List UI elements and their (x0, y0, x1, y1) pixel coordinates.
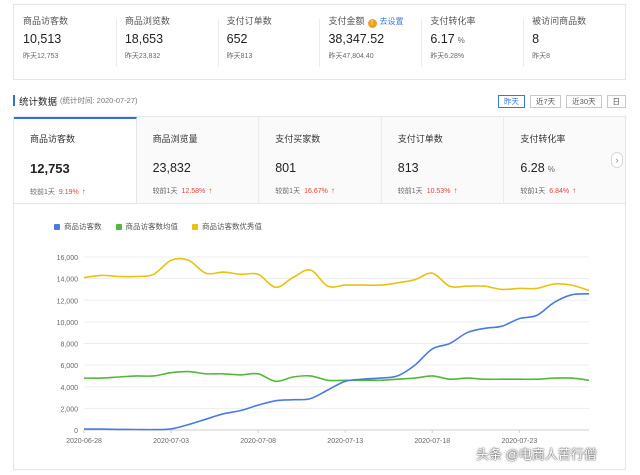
kpi-compare: 较前1天 9.19% ↑ (30, 187, 86, 196)
legend-swatch (192, 223, 198, 230)
kpi-value: 813 (397, 161, 419, 175)
metric-label: 商品访客数 (23, 16, 69, 26)
arrow-up-icon: ↑ (330, 186, 335, 195)
metric-unit: % (457, 36, 465, 45)
kpi-compare: 较前1天 16.67% ↑ (275, 186, 335, 195)
statistics-header: 统计数据 (统计时间: 2020-07-27) 昨天 近7天 近30天 日 (13, 93, 626, 111)
x-tick-label: 2020-07-03 (153, 438, 189, 445)
section-title: 统计数据 (19, 97, 58, 108)
metric-label: 商品浏览数 (124, 16, 170, 26)
series-line-visitors-excellent (83, 257, 590, 292)
metric-visited-products: 被访问商品数 8 昨天8 (523, 5, 625, 79)
metric-value: 10,513 (23, 32, 62, 46)
metric-yesterday: 昨天23,832 (124, 53, 161, 60)
kpi-label: 支付转化率 (520, 134, 566, 144)
metric-yesterday: 昨天8 (532, 53, 551, 60)
arrow-up-icon: ↑ (453, 186, 458, 195)
metric-paid-orders: 支付订单数 652 昨天813 (217, 5, 320, 79)
metric-value: 18,653 (124, 32, 164, 46)
kpi-label: 商品浏览量 (152, 134, 198, 144)
metric-yesterday: 昨天813 (226, 53, 253, 60)
y-tick-label: 2,000 (60, 406, 78, 413)
y-tick-label: 12,000 (57, 298, 79, 305)
chevron-right-icon[interactable]: › (610, 152, 623, 168)
kpi-compare: 较前1天 12.58% ↑ (152, 186, 213, 195)
x-tick-label: 2020-07-08 (240, 438, 276, 445)
range-button-day[interactable]: 日 (606, 95, 626, 108)
legend-item-visitors[interactable]: 商品访客数 (54, 221, 102, 232)
x-tick-label: 2020-06-28 (66, 438, 102, 445)
kpi-compare: 较前1天 6.84% ↑ (520, 186, 577, 195)
arrow-up-icon: ↑ (572, 186, 577, 195)
range-button-7-days[interactable]: 近7天 (529, 95, 562, 108)
y-tick-label: 6,000 (60, 363, 78, 370)
y-tick-label: 4,000 (60, 385, 78, 392)
date-range-selector: 昨天 近7天 近30天 日 (497, 95, 626, 108)
metric-value: 38,347.52 (328, 32, 385, 46)
section-accent-bar (13, 95, 15, 106)
trend-chart-panel: 商品访客数 商品访客数均值 商品访客数优秀值 0 2,000 4,000 6,000 8… (13, 204, 626, 470)
statistics-time: (统计时间: 2020-07-27) (60, 96, 138, 105)
y-tick-label: 10,000 (57, 320, 79, 327)
metric-label: 被访问商品数 (532, 16, 587, 26)
metric-label: 支付订单数 (226, 16, 272, 26)
info-icon[interactable]: ! (367, 19, 377, 28)
kpi-change-pct: 16.67% (304, 188, 328, 195)
legend-swatch (115, 223, 122, 230)
x-tick-label: 2020-07-13 (327, 438, 363, 445)
series-line-visitors (83, 292, 590, 431)
metric-product-views: 商品浏览数 18,653 昨天23,832 (115, 5, 218, 79)
kpi-value: 12,753 (30, 161, 70, 176)
y-tick-label: 14,000 (57, 277, 79, 284)
kpi-change-pct: 6.84% (549, 188, 570, 195)
kpi-value: 801 (275, 161, 297, 175)
y-tick-label: 0 (74, 428, 78, 435)
metric-paid-amount: 支付金额! 去设置 38,347.52 昨天47,804.40 (319, 5, 421, 79)
settings-link[interactable]: 去设置 (379, 17, 404, 26)
metric-value: 652 (226, 32, 248, 46)
metric-yesterday: 昨天6.28% (430, 53, 465, 60)
legend-item-visitors-average[interactable]: 商品访客数均值 (115, 221, 178, 232)
kpi-change-pct: 9.19% (58, 189, 79, 196)
kpi-change-pct: 12.58% (181, 188, 206, 195)
chart-legend: 商品访客数 商品访客数均值 商品访客数优秀值 (54, 221, 262, 232)
metric-label: 支付转化率 (430, 16, 476, 26)
x-tick-label: 2020-07-18 (414, 438, 450, 445)
metric-conversion-rate: 支付转化率 6.17% 昨天6.28% (421, 5, 523, 79)
range-button-yesterday[interactable]: 昨天 (497, 95, 525, 108)
metric-value: 6.17% (430, 32, 465, 46)
kpi-value: 6.28% (520, 161, 555, 175)
kpi-tabs: 商品访客数 12,753 较前1天 9.19% ↑ 商品浏览量 23,832 较前1… (13, 116, 626, 204)
kpi-compare: 较前1天 10.53% ↑ (397, 186, 458, 195)
metric-label: 支付金额! 去设置 (328, 16, 404, 28)
metric-value: 8 (532, 32, 540, 46)
arrow-up-icon: ↑ (81, 187, 86, 196)
line-chart: 0 2,000 4,000 6,000 8,000 10,000 12,000 14,000 1… (57, 255, 590, 445)
kpi-label: 支付买家数 (275, 134, 321, 144)
kpi-tab-paying-buyers[interactable]: 支付买家数 801 较前1天 16.67% ↑ (259, 117, 382, 203)
metric-yesterday: 昨天47,804.40 (328, 53, 374, 60)
arrow-up-icon: ↑ (208, 186, 213, 195)
legend-item-visitors-excellent[interactable]: 商品访客数优秀值 (192, 221, 262, 232)
overview-metrics-bar: 商品访客数 10,513 昨天12,753 商品浏览数 18,653 昨天23,… (13, 4, 626, 80)
y-tick-label: 8,000 (60, 342, 78, 349)
kpi-label: 商品访客数 (30, 134, 76, 144)
kpi-tab-product-visitors[interactable]: 商品访客数 12,753 较前1天 9.19% ↑ (14, 117, 137, 203)
kpi-tab-product-pageviews[interactable]: 商品浏览量 23,832 较前1天 12.58% ↑ (136, 117, 260, 203)
range-button-30-days[interactable]: 近30天 (566, 95, 602, 108)
y-tick-label: 16,000 (57, 255, 79, 262)
series-line-visitors-average (83, 370, 590, 383)
legend-swatch (54, 223, 60, 230)
metric-yesterday: 昨天12,753 (23, 53, 59, 60)
watermark: 头条 @电商人苦行僧 (476, 447, 597, 462)
x-tick-label: 2020-07-23 (501, 438, 537, 445)
kpi-tab-paid-orders[interactable]: 支付订单数 813 较前1天 10.53% ↑ (381, 117, 505, 203)
kpi-change-pct: 10.53% (426, 188, 451, 195)
metric-product-visitors: 商品访客数 10,513 昨天12,753 (14, 5, 116, 79)
kpi-unit: % (547, 165, 555, 174)
kpi-tab-conversion-rate[interactable]: 支付转化率 6.28% 较前1天 6.84% ↑ › (504, 117, 625, 203)
kpi-label: 支付订单数 (397, 134, 443, 144)
kpi-value: 23,832 (152, 161, 191, 175)
